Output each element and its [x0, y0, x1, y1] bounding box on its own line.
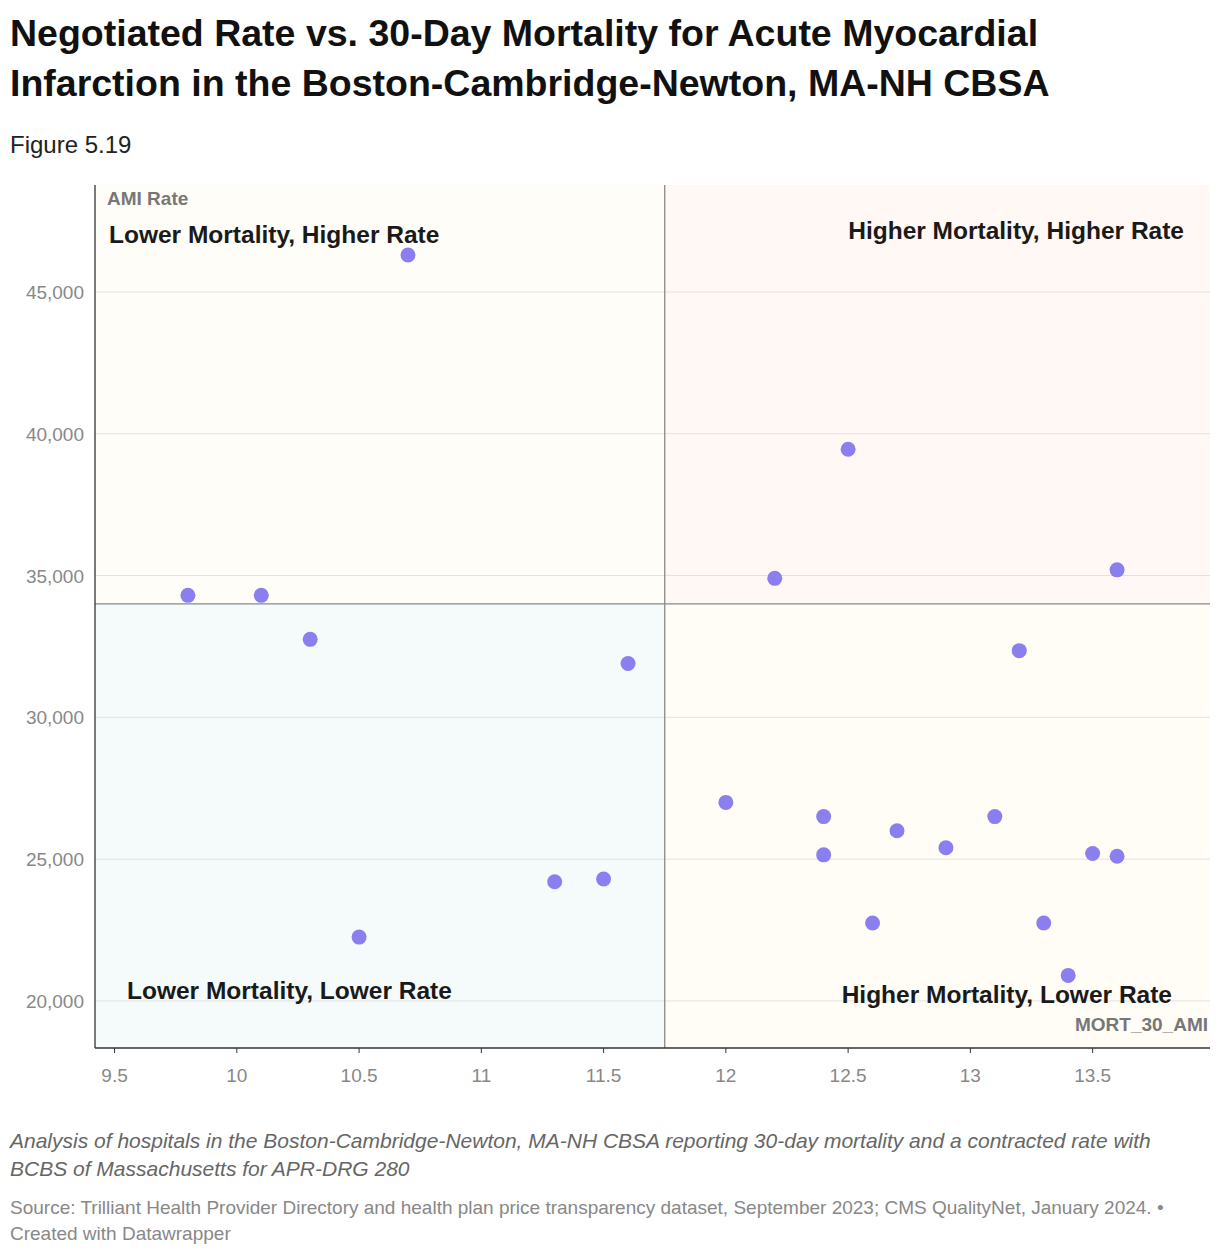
- x-tick: [848, 1048, 849, 1053]
- point: [718, 795, 733, 810]
- x-tick: [603, 1048, 604, 1053]
- x-tick-label: 9.5: [101, 1065, 127, 1086]
- quadrant-label: Higher Mortality, Higher Rate: [848, 217, 1184, 244]
- source: Source: Trilliant Health Provider Direct…: [10, 1195, 1210, 1247]
- y-tick-label: 30,000: [26, 707, 84, 728]
- x-tick-label: 13.5: [1074, 1065, 1111, 1086]
- point: [987, 809, 1002, 824]
- reference-line: [664, 185, 665, 1048]
- quadrant: [95, 185, 665, 604]
- point: [816, 847, 831, 862]
- point: [1061, 968, 1076, 983]
- point: [1036, 915, 1051, 930]
- y-axis-label: AMI Rate: [107, 188, 188, 209]
- point: [816, 809, 831, 824]
- grid-line: [95, 859, 1210, 860]
- quadrant-label: Lower Mortality, Lower Rate: [127, 977, 452, 1004]
- y-tick-label: 20,000: [26, 991, 84, 1012]
- grid-line: [95, 717, 1210, 718]
- reference-line: [95, 603, 1210, 604]
- x-tick: [1092, 1048, 1093, 1053]
- x-tick-label: 13: [960, 1065, 981, 1086]
- quadrants: [95, 185, 1210, 1048]
- y-tick-label: 40,000: [26, 424, 84, 445]
- quadrant: [95, 604, 665, 1048]
- point: [180, 588, 195, 603]
- grid-line: [95, 291, 1210, 292]
- quadrant: [665, 604, 1210, 1048]
- note: Analysis of hospitals in the Boston-Camb…: [10, 1127, 1210, 1183]
- x-axis-label: MORT_30_AMI: [1075, 1014, 1208, 1035]
- x-tick-label: 12: [715, 1065, 736, 1086]
- x-tick: [114, 1048, 115, 1053]
- x-tick: [725, 1048, 726, 1053]
- grid-line: [95, 433, 1210, 434]
- x-tick-label: 11.5: [586, 1065, 622, 1086]
- x-tick: [481, 1048, 482, 1053]
- y-tick-label: 35,000: [26, 566, 84, 587]
- y-tick-label: 45,000: [26, 282, 84, 303]
- point: [621, 656, 636, 671]
- point: [1110, 562, 1125, 577]
- point: [865, 915, 880, 930]
- point: [841, 442, 856, 457]
- reference-lines: [95, 185, 1210, 1048]
- quadrant-label: Lower Mortality, Higher Rate: [109, 221, 439, 248]
- point: [400, 248, 415, 263]
- x-tick-label: 12.5: [830, 1065, 867, 1086]
- subtitle: Figure 5.19: [10, 131, 131, 159]
- x-tick-label: 10.5: [341, 1065, 378, 1086]
- point: [352, 930, 367, 945]
- point: [254, 588, 269, 603]
- point: [303, 632, 318, 647]
- grid-line: [95, 575, 1210, 576]
- quadrant-label: Higher Mortality, Lower Rate: [842, 981, 1172, 1008]
- x-tick: [359, 1048, 360, 1053]
- x-tick: [970, 1048, 971, 1053]
- point: [547, 874, 562, 889]
- point: [890, 823, 905, 838]
- y-tick-label: 25,000: [26, 849, 84, 870]
- point: [1012, 643, 1027, 658]
- point: [938, 840, 953, 855]
- point: [1085, 846, 1100, 861]
- x-tick-label: 11: [471, 1065, 491, 1086]
- x-tick: [236, 1048, 237, 1053]
- title: Negotiated Rate vs. 30-Day Mortality for…: [10, 8, 1215, 108]
- chart: 20,000 25,000 30,000 35,000 40,000 45,000 9.5 1…: [0, 0, 1220, 1256]
- points: [180, 248, 1124, 983]
- point: [596, 871, 611, 886]
- y-axis: [94, 185, 95, 1048]
- quadrant: [665, 185, 1210, 604]
- x-tick-label: 10: [226, 1065, 247, 1086]
- x-axis: [95, 1047, 1210, 1048]
- point: [767, 571, 782, 586]
- point: [1110, 849, 1125, 864]
